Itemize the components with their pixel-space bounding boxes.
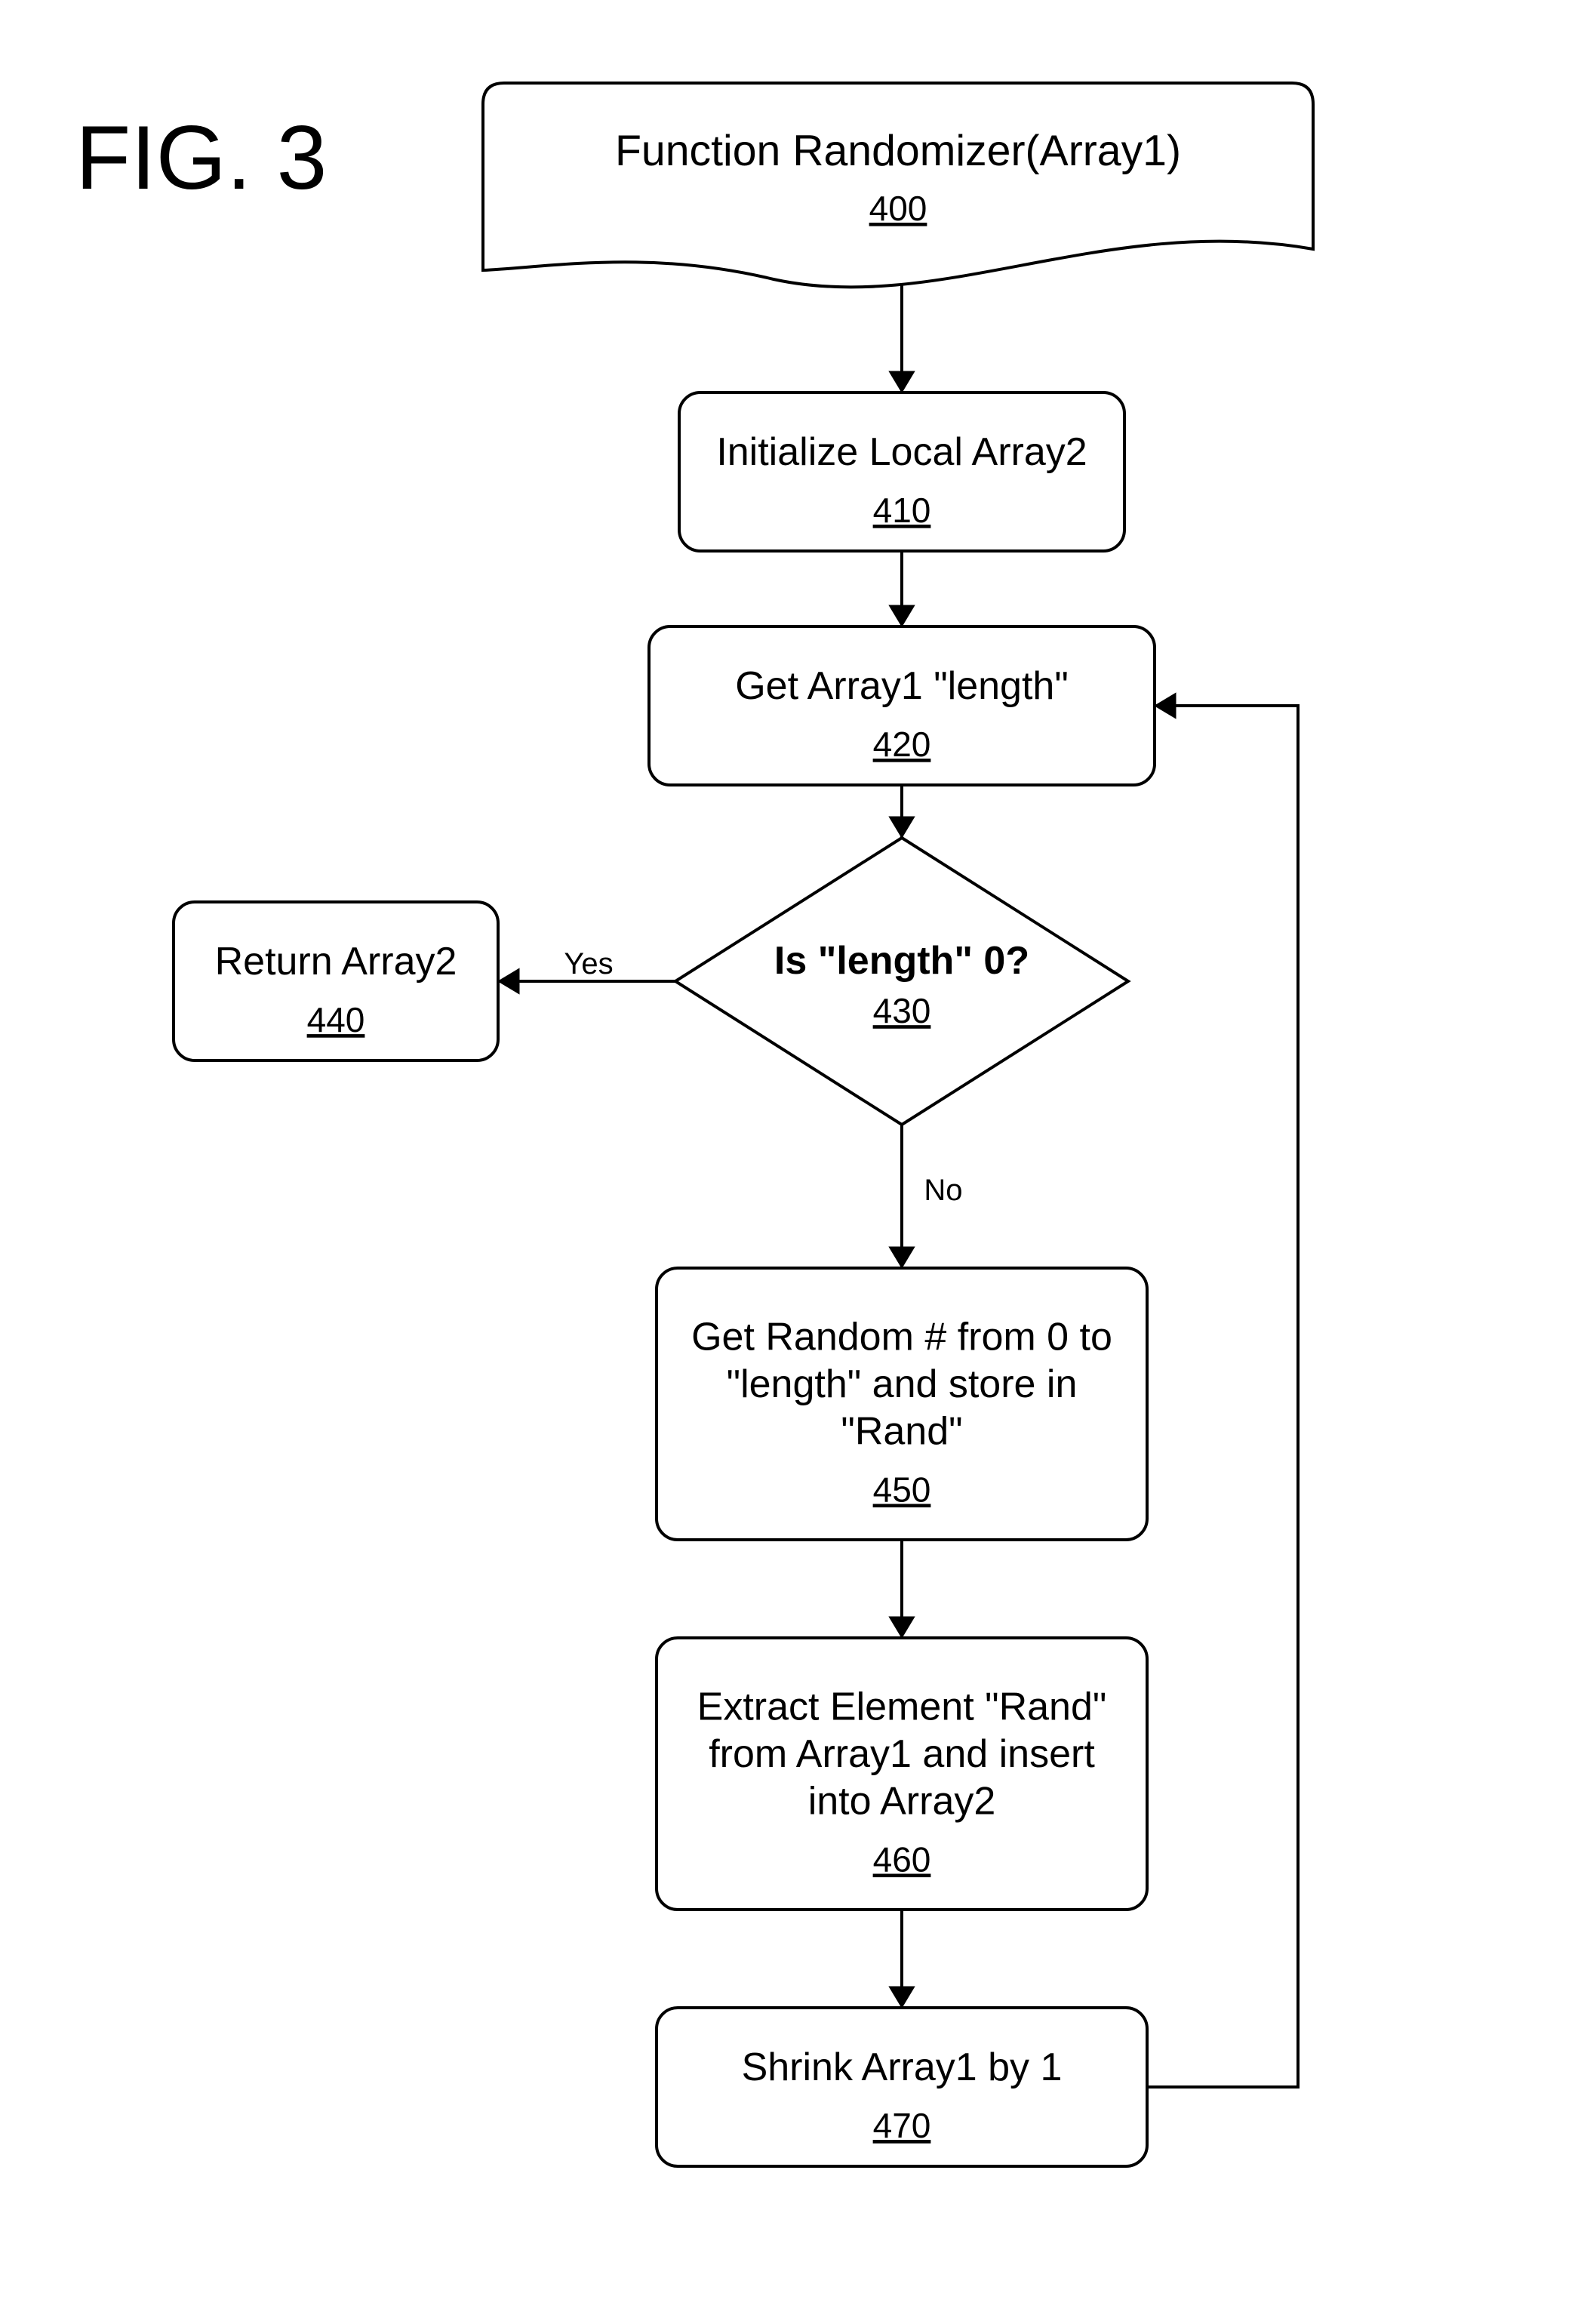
arrowhead — [498, 968, 519, 994]
node-n450-ref: 450 — [873, 1470, 931, 1510]
node-n450-line0: Get Random # from 0 to — [691, 1316, 1112, 1359]
arrowhead — [1155, 693, 1176, 719]
arrowhead — [889, 1987, 915, 2008]
node-n440-ref: 440 — [307, 1000, 365, 1039]
arrowhead — [889, 371, 915, 392]
arrowhead — [889, 605, 915, 626]
node-n420-ref: 420 — [873, 725, 931, 764]
node-n440-line0: Return Array2 — [215, 940, 457, 983]
node-n430-title: Is "length" 0? — [774, 939, 1029, 983]
node-n450-line2: "Rand" — [841, 1409, 962, 1453]
node-n430-ref: 430 — [873, 991, 931, 1030]
edge-label-e430_440: Yes — [564, 947, 613, 980]
node-n460-line2: into Array2 — [808, 1779, 996, 1823]
node-n470-line0: Shrink Array1 by 1 — [742, 2045, 1063, 2089]
node-n410-ref: 410 — [873, 491, 931, 530]
arrowhead — [889, 1617, 915, 1638]
node-n400 — [483, 83, 1313, 287]
node-n460-line1: from Array1 and insert — [709, 1732, 1095, 1776]
node-n400-title: Function Randomizer(Array1) — [615, 127, 1181, 175]
edge-e470_420 — [1147, 706, 1298, 2087]
node-n450-line1: "length" and store in — [727, 1362, 1078, 1406]
arrowhead — [889, 1247, 915, 1268]
node-n460-ref: 460 — [873, 1840, 931, 1879]
arrowhead — [889, 817, 915, 838]
edge-label-e430_450: No — [924, 1174, 962, 1207]
node-n470-ref: 470 — [873, 2106, 931, 2145]
node-n420-line0: Get Array1 "length" — [735, 664, 1069, 708]
node-n460-line0: Extract Element "Rand" — [697, 1685, 1107, 1729]
figure-label: FIG. 3 — [75, 107, 327, 208]
node-n410-line0: Initialize Local Array2 — [716, 430, 1087, 474]
node-n400-ref: 400 — [869, 189, 927, 228]
